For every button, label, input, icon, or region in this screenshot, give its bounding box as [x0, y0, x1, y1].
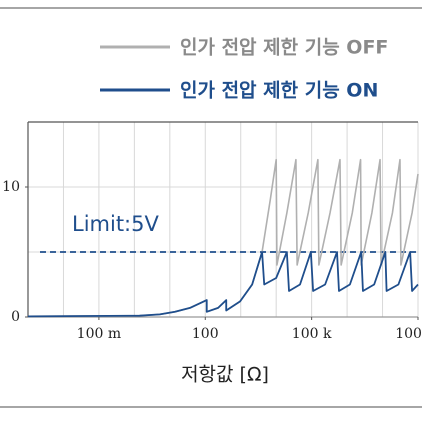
x-tick-label: 100 k	[292, 326, 332, 342]
series-line	[27, 158, 419, 318]
legend-label: 인가 전압 제한 기능 ON	[180, 80, 378, 102]
y-tick-label: 10	[2, 179, 20, 195]
x-axis-label: 저항값 [Ω]	[181, 364, 269, 386]
x-tick-label: 100 m	[77, 326, 121, 342]
series-line	[27, 251, 419, 318]
y-tick-label: 0	[11, 309, 20, 325]
legend-label: 인가 전압 제한 기능 OFF	[180, 37, 388, 59]
limit-label: Limit:5V	[72, 212, 159, 236]
x-tick-label: 100	[192, 326, 219, 342]
x-tick-label: 100 M	[395, 326, 422, 342]
